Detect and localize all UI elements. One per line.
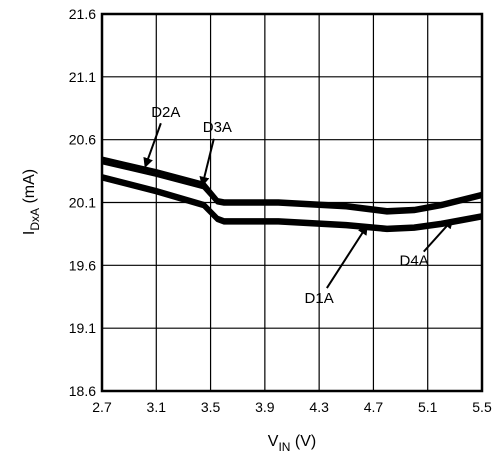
x-tick-label: 5.5: [472, 399, 492, 415]
plot-frame: [100, 12, 484, 393]
series-line-d1a: [102, 174, 482, 230]
annotation-d1a: D1A: [305, 290, 334, 307]
y-tick-label: 19.1: [69, 320, 96, 336]
y-tick-label: 20.1: [69, 195, 96, 211]
annotation-d4a: D4A: [400, 252, 429, 269]
x-tick-label: 4.3: [309, 399, 329, 415]
annotation-arrow-d4a: [423, 218, 454, 253]
y-axis-label-main: I: [21, 231, 38, 235]
x-tick-label: 3.1: [147, 399, 167, 415]
annotation-arrow-d2a: [143, 122, 162, 168]
annotation-arrow-d3a: [199, 138, 215, 187]
series-layer: [102, 156, 482, 233]
x-tick-label: 4.7: [364, 399, 384, 415]
y-tick-label: 20.6: [69, 132, 96, 148]
annotation-arrow-d1a: [326, 224, 368, 289]
y-axis-label: IDxA (mA): [21, 169, 42, 235]
series-line-d3a: [102, 160, 482, 215]
x-tick-label: 3.5: [201, 399, 221, 415]
x-tick-label: 2.7: [92, 399, 112, 415]
x-axis-label-main: V: [268, 433, 279, 450]
y-tick-label: 21.6: [69, 6, 96, 22]
x-tick-label: 3.9: [255, 399, 275, 415]
y-axis-label-sub: DxA: [28, 208, 42, 231]
x-tick-label: 5.1: [418, 399, 438, 415]
series-line-d2a: [102, 156, 482, 212]
annotation-d2a: D2A: [151, 104, 180, 121]
annotation-d3a: D3A: [203, 119, 232, 136]
x-axis-label-unit: (V): [290, 433, 316, 450]
x-axis-label: VIN (V): [268, 433, 316, 454]
y-tick-label: 18.6: [69, 383, 96, 399]
y-tick-label: 21.1: [69, 69, 96, 85]
y-tick-label: 19.6: [69, 257, 96, 273]
x-tick-labels: 2.7 3.1 3.5 3.9 4.3 4.7 5.1 5.5: [92, 399, 492, 415]
series-line-d4a: [102, 176, 482, 233]
x-axis-label-sub: IN: [278, 440, 290, 454]
annotations: D2A D3A D1A D4A: [143, 104, 454, 307]
y-axis-label-unit: (mA): [21, 169, 38, 208]
y-tick-labels: 18.6 19.1 19.6 20.1 20.6 21.1 21.6: [69, 6, 96, 399]
